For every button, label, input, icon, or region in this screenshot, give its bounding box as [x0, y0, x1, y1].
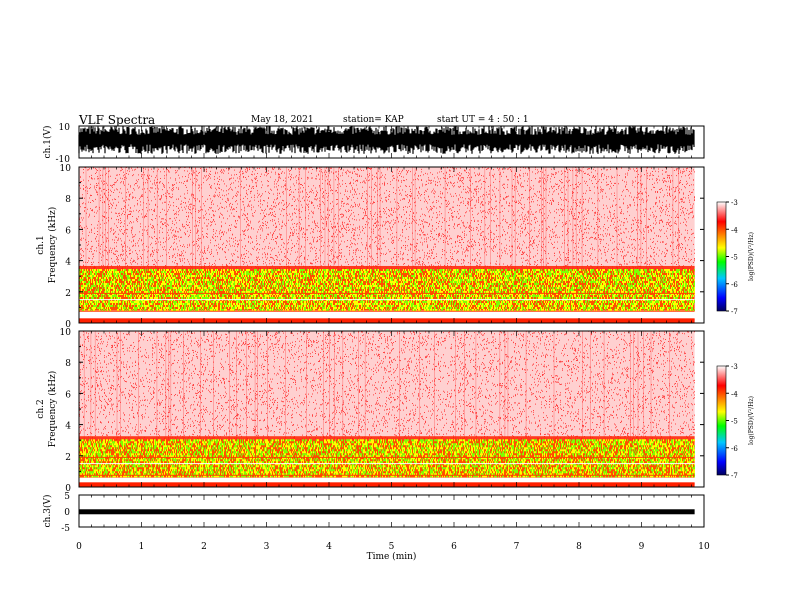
x-tick-label: 7	[514, 542, 520, 552]
ch2-spectrogram-lowest-band	[79, 482, 695, 487]
ch1-spectrogram-ytick-label: 2	[65, 289, 71, 299]
ch1-spectrogram-ylabel: Frequency (kHz)	[47, 207, 58, 284]
ch2-spectrogram-colorbar-title: log(PSD)(V²/Hz)	[748, 396, 755, 445]
ch2-spectrogram-colorbar-label: -4	[731, 390, 738, 398]
ch2-spectrogram-colorbar-label: -5	[731, 418, 738, 426]
ch1-spectrogram-ytick-label: 8	[65, 195, 71, 205]
x-tick-label: 4	[326, 542, 332, 552]
ch2-spectrogram-ytick-label: 10	[60, 328, 72, 338]
ch1-spectrogram-colorbar-label: -5	[731, 254, 738, 262]
x-axis-title: Time (min)	[367, 551, 417, 562]
ch3-ytick-label: -5	[61, 524, 70, 534]
ch3-waveform-ylabel: ch.3(V)	[42, 495, 53, 528]
ch2-spectrogram-ylabel-channel: ch.2	[36, 399, 46, 418]
start-time-label: start UT = 4 : 50 : 1	[437, 115, 529, 125]
x-tick-label: 8	[576, 542, 582, 552]
ch3-waveform-trace	[79, 509, 695, 515]
ch3-ytick-label: 0	[64, 508, 70, 518]
ch1-spectrogram-colorbar-label: -7	[731, 308, 738, 316]
ch2-spectrogram-colorbar-label: -3	[731, 363, 738, 371]
ch2-spectrogram-ytick-label: 0	[65, 484, 71, 494]
ch2-spectrogram-weak-band	[79, 331, 695, 441]
ch1-ytick-label: -10	[56, 155, 71, 165]
ch1-spectrogram-colorbar-label: -6	[731, 281, 738, 289]
x-tick-label: 2	[201, 542, 207, 552]
ch1-spectrogram-colorbar-title: log(PSD)(V²/Hz)	[748, 232, 755, 281]
ch1-waveform-trace	[78, 126, 695, 154]
ch1-spectrogram-ytick-label: 4	[65, 258, 71, 268]
ch3-ytick-label: 5	[64, 492, 70, 502]
ch1-spectrogram-weak-band	[79, 167, 695, 270]
ch1-spectrogram-lowest-band	[79, 318, 695, 323]
x-tick-label: 6	[451, 542, 457, 552]
ch1-waveform-ylabel: ch.1(V)	[42, 126, 53, 159]
x-tick-label: 10	[698, 542, 710, 552]
ch1-spectrogram-ytick-label: 10	[60, 164, 72, 174]
ch2-spectrogram-colorbar-label: -6	[731, 445, 738, 453]
date-label: May 18, 2021	[251, 115, 314, 125]
x-tick-label: 9	[639, 542, 645, 552]
ch1-spectrogram-colorbar-label: -3	[731, 199, 738, 207]
ch2-spectrogram-ytick-label: 8	[65, 359, 71, 369]
ch2-spectrogram-ytick-label: 2	[65, 453, 71, 463]
figure-title: VLF Spectra	[79, 113, 156, 127]
ch1-spectrogram-colorbar-label: -4	[731, 226, 738, 234]
ch1-spectrogram-ylabel-channel: ch.1	[36, 235, 46, 254]
ch2-spectrogram-band-edge	[79, 436, 695, 443]
x-tick-label: 3	[264, 542, 270, 552]
x-tick-label: 1	[139, 542, 145, 552]
ch2-spectrogram-ytick-label: 4	[65, 422, 71, 432]
x-tick-label: 5	[389, 542, 395, 552]
ch1-spectrogram-colorbar	[716, 201, 727, 312]
ch1-ytick-label: 10	[59, 123, 71, 133]
ch1-spectrogram-ytick-label: 0	[65, 320, 71, 330]
station-label: station= KAP	[343, 115, 404, 125]
ch2-spectrogram-colorbar	[716, 365, 727, 476]
ch2-spectrogram-ytick-label: 6	[65, 390, 71, 400]
ch2-spectrogram-ylabel: Frequency (kHz)	[47, 371, 58, 448]
x-tick-label: 0	[76, 542, 82, 552]
ch1-spectrogram-ytick-label: 6	[65, 226, 71, 236]
ch2-spectrogram-colorbar-label: -7	[731, 472, 738, 480]
